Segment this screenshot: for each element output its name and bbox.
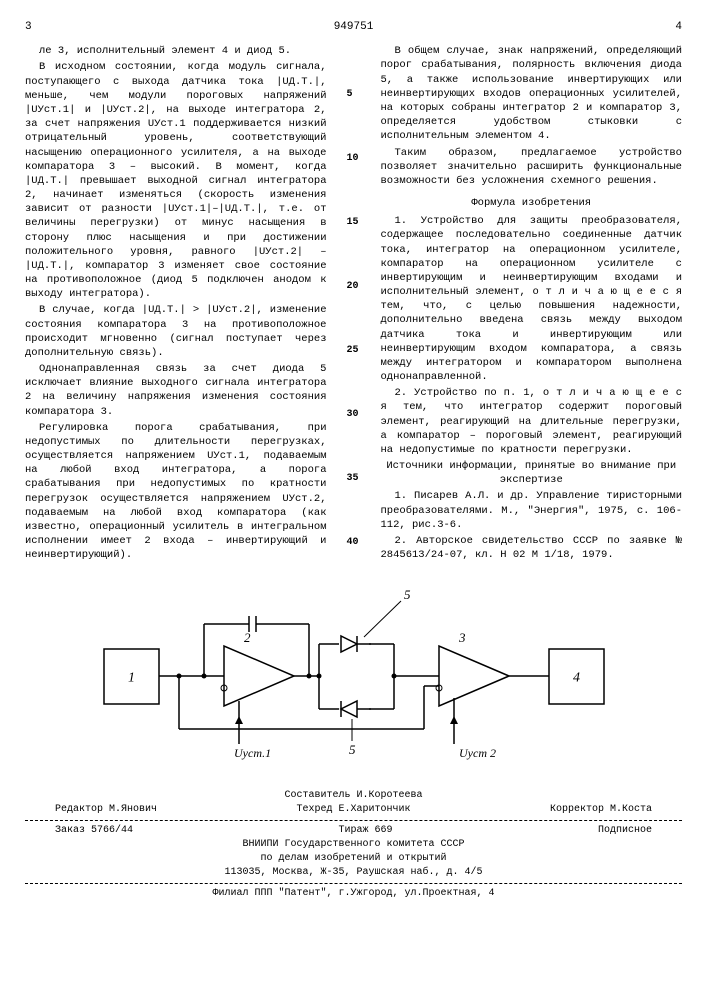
composer: Составитель И.Коротеева xyxy=(25,789,682,803)
formula-title: Формула изобретения xyxy=(381,196,683,210)
editor-row: Редактор М.Янович Техред Е.Харитончик Ко… xyxy=(25,803,682,817)
svg-text:4: 4 xyxy=(573,671,580,686)
linenum: 5 xyxy=(347,88,353,101)
para: В исходном состоянии, когда модуль сигна… xyxy=(25,60,327,301)
claim-2: 2. Устройство по п. 1, о т л и ч а ю щ е… xyxy=(381,386,683,457)
left-column: ле 3, исполнительный элемент 4 и диод 5.… xyxy=(25,44,327,564)
para: В случае, когда |UД.Т.| > |UУст.2|, изме… xyxy=(25,303,327,360)
tirazh: Тираж 669 xyxy=(338,824,392,838)
org2: по делам изобретений и открытий xyxy=(25,852,682,866)
para: Однонаправленная связь за счет диода 5 и… xyxy=(25,362,327,419)
svg-text:3: 3 xyxy=(458,630,466,645)
techred: Техред Е.Харитончик xyxy=(296,803,410,817)
linenum: 35 xyxy=(347,472,359,485)
org1: ВНИИПИ Государственного комитета СССР xyxy=(25,838,682,852)
linenum: 10 xyxy=(347,152,359,165)
para: Регулировка порога срабатывания, при нед… xyxy=(25,421,327,563)
page-header: 3 949751 4 xyxy=(25,20,682,34)
linenum: 15 xyxy=(347,216,359,229)
order-row: Заказ 5766/44 Тираж 669 Подписное xyxy=(25,824,682,838)
page-num-left: 3 xyxy=(25,20,32,34)
svg-text:1: 1 xyxy=(128,671,135,686)
para: ле 3, исполнительный элемент 4 и диод 5. xyxy=(25,44,327,58)
para: В общем случае, знак напряжений, определ… xyxy=(381,44,683,143)
svg-text:5: 5 xyxy=(404,587,411,602)
source-1: 1. Писарев А.Л. и др. Управление тиристо… xyxy=(381,489,683,532)
text-columns: ле 3, исполнительный элемент 4 и диод 5.… xyxy=(25,44,682,564)
line-number-gutter: 5 10 15 20 25 30 35 40 xyxy=(347,44,361,564)
para: Таким образом, предлагаемое устройство п… xyxy=(381,146,683,189)
order: Заказ 5766/44 xyxy=(55,824,133,838)
linenum: 20 xyxy=(347,280,359,293)
linenum: 25 xyxy=(347,344,359,357)
claim-1: 1. Устройство для защиты преобразователя… xyxy=(381,214,683,384)
page-num-right: 4 xyxy=(675,20,682,34)
patent-number: 949751 xyxy=(334,20,374,34)
sources-title: Источники информации, принятые во вниман… xyxy=(381,459,683,487)
addr: 113035, Москва, Ж-35, Раушская наб., д. … xyxy=(25,866,682,880)
svg-text:Uуст.1: Uуст.1 xyxy=(234,746,271,760)
svg-text:Uуст 2: Uуст 2 xyxy=(459,746,496,760)
editor: Редактор М.Янович xyxy=(55,803,157,817)
circuit-diagram: 1 4 2 3 5 5 Uуст.1 Uуст 2 xyxy=(94,579,614,779)
svg-text:5: 5 xyxy=(349,742,356,757)
branch: Филиал ППП "Патент", г.Ужгород, ул.Проек… xyxy=(25,887,682,901)
svg-text:2: 2 xyxy=(244,630,251,645)
source-2: 2. Авторское свидетельство СССР по заявк… xyxy=(381,534,683,562)
right-column: В общем случае, знак напряжений, определ… xyxy=(381,44,683,564)
linenum: 30 xyxy=(347,408,359,421)
corrector: Корректор М.Коста xyxy=(550,803,652,817)
footer-block: Составитель И.Коротеева Редактор М.Янови… xyxy=(25,789,682,901)
linenum: 40 xyxy=(347,536,359,549)
sub: Подписное xyxy=(598,824,652,838)
